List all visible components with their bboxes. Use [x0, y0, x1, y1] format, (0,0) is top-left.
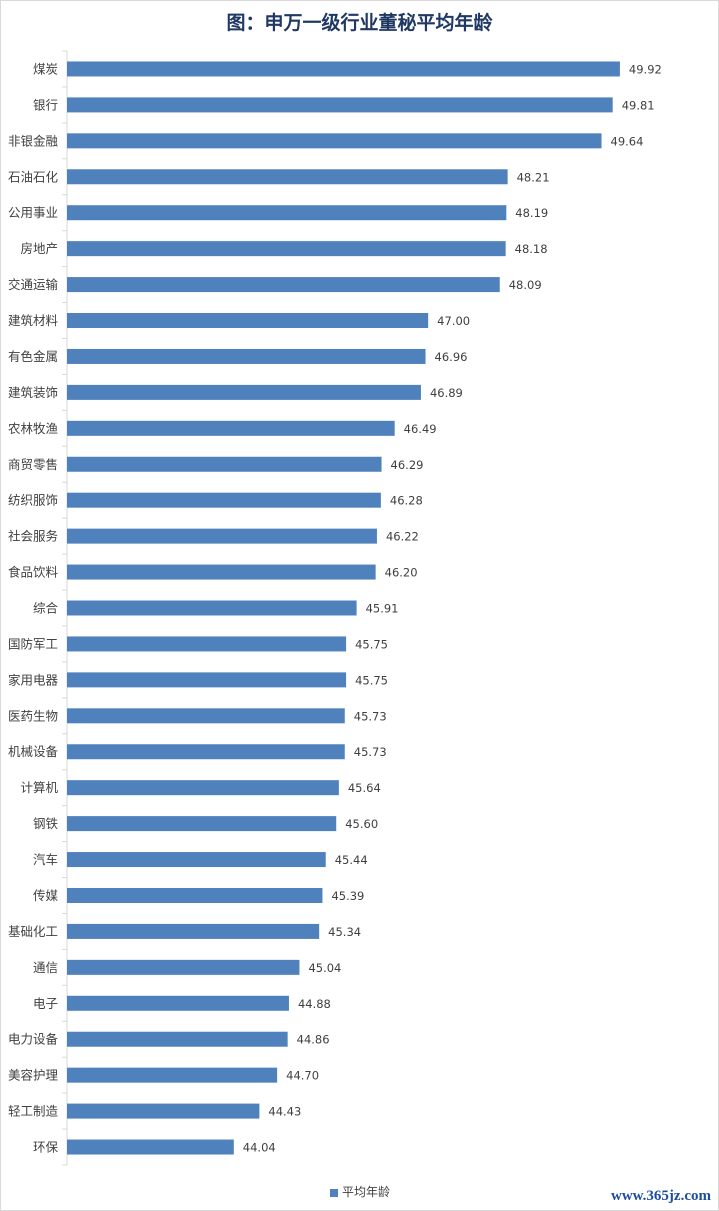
category-label: 美容护理 [8, 1068, 59, 1083]
category-label: 非银金融 [8, 133, 59, 148]
category-label: 农林牧渔 [8, 421, 58, 436]
data-label: 46.20 [385, 566, 418, 580]
data-label: 49.81 [622, 98, 655, 112]
bar [67, 169, 508, 185]
bar [67, 61, 620, 77]
category-label: 传媒 [33, 888, 59, 903]
data-label: 48.19 [515, 206, 548, 220]
bar [67, 780, 339, 796]
bar [67, 492, 381, 508]
bar [67, 313, 429, 329]
data-label: 44.88 [298, 997, 331, 1011]
data-label: 45.75 [355, 673, 388, 687]
bar [67, 995, 289, 1011]
watermark: www.365jz.com [611, 1188, 711, 1204]
category-label: 家用电器 [8, 672, 59, 687]
data-label: 48.21 [517, 170, 550, 184]
category-label: 医药生物 [8, 708, 58, 723]
bar [67, 636, 347, 652]
category-label: 有色金属 [8, 349, 58, 364]
data-label: 49.64 [611, 134, 644, 148]
bar [67, 887, 323, 903]
data-label: 47.00 [437, 314, 470, 328]
bar [67, 959, 300, 975]
category-label: 基础化工 [8, 924, 58, 939]
data-label: 45.44 [335, 853, 368, 867]
data-label: 44.43 [268, 1105, 301, 1119]
data-label: 46.49 [404, 422, 437, 436]
data-label: 45.75 [355, 637, 388, 651]
data-label: 45.60 [345, 817, 378, 831]
data-label: 44.04 [243, 1141, 276, 1155]
data-label: 45.34 [328, 925, 361, 939]
data-label: 48.18 [515, 242, 548, 256]
category-label: 食品饮料 [8, 565, 59, 580]
category-label: 电力设备 [8, 1032, 59, 1047]
category-label: 轻工制造 [8, 1104, 59, 1119]
bar [67, 708, 345, 724]
category-label: 石油石化 [8, 169, 59, 184]
category-label: 通信 [33, 960, 58, 975]
data-label: 45.73 [354, 745, 387, 759]
legend-label: 平均年龄 [342, 1185, 391, 1199]
bar [67, 600, 357, 616]
data-label: 45.73 [354, 709, 387, 723]
data-label: 45.64 [348, 781, 381, 795]
bar [67, 672, 347, 688]
bar [67, 1031, 288, 1047]
data-label: 45.91 [366, 602, 399, 616]
bar [67, 241, 506, 257]
bar [67, 923, 320, 939]
category-label: 电子 [33, 996, 58, 1011]
chart-legend: 平均年龄 [330, 1183, 390, 1200]
category-label: 钢铁 [33, 816, 59, 831]
bar [67, 1103, 260, 1119]
bar [67, 205, 507, 221]
bar [67, 744, 345, 760]
category-label: 交通运输 [8, 277, 59, 292]
bar [67, 97, 613, 113]
data-label: 48.09 [509, 278, 542, 292]
data-label: 45.04 [308, 961, 341, 975]
bar [67, 1139, 234, 1155]
data-label: 46.29 [391, 458, 424, 472]
data-label: 46.22 [386, 530, 419, 544]
chart-title: 图：申万一级行业董秘平均年龄 [226, 12, 493, 34]
category-label: 机械设备 [8, 744, 59, 759]
category-label: 房地产 [20, 241, 58, 256]
bar [67, 384, 421, 400]
bar [67, 133, 602, 149]
bar [67, 852, 326, 868]
bar [67, 348, 426, 364]
category-label: 商贸零售 [8, 457, 58, 472]
category-label: 建筑材料 [8, 313, 59, 328]
category-label: 煤炭 [33, 61, 58, 76]
category-label: 环保 [33, 1140, 59, 1155]
category-label: 国防军工 [8, 636, 58, 651]
category-label: 汽车 [33, 852, 58, 867]
bar [67, 564, 376, 580]
bar [67, 1067, 278, 1083]
category-label: 公用事业 [8, 205, 58, 220]
legend-swatch [330, 1188, 338, 1197]
data-label: 44.86 [297, 1033, 330, 1047]
data-label: 46.89 [430, 386, 463, 400]
category-label: 银行 [33, 97, 58, 112]
bar [67, 528, 377, 544]
data-label: 44.70 [286, 1069, 319, 1083]
bar [67, 456, 382, 472]
data-label: 49.92 [629, 62, 662, 76]
data-label: 46.96 [435, 350, 468, 364]
category-label: 建筑装饰 [8, 385, 58, 400]
category-label: 社会服务 [8, 529, 58, 544]
bar [67, 420, 395, 436]
category-label: 计算机 [20, 780, 58, 795]
data-label: 45.39 [331, 889, 364, 903]
data-label: 46.28 [390, 494, 423, 508]
bar [67, 277, 500, 293]
category-label: 纺织服饰 [8, 493, 58, 508]
bar [67, 816, 337, 832]
category-label: 综合 [33, 601, 59, 616]
